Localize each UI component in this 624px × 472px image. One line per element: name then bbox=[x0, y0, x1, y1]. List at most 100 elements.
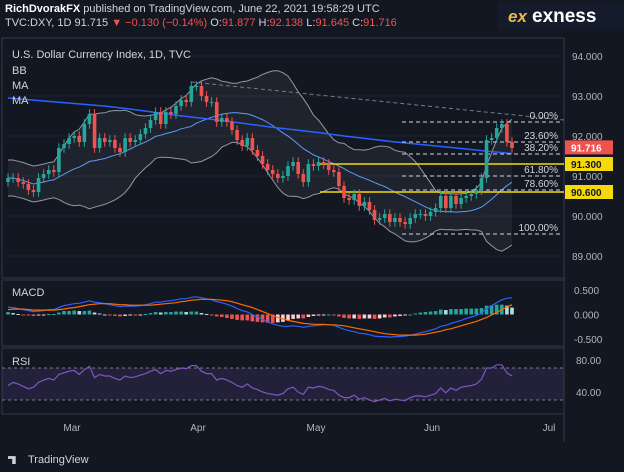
macd-histogram-bar bbox=[67, 311, 71, 315]
candle-body bbox=[209, 102, 214, 103]
macd-histogram-bar bbox=[321, 314, 326, 316]
macd-histogram-bar bbox=[204, 314, 209, 316]
candle-body bbox=[418, 214, 423, 215]
symbol-line[interactable]: TVC:DXY, 1D bbox=[5, 17, 72, 29]
macd-histogram-bar bbox=[77, 311, 82, 315]
macd-histogram-bar bbox=[286, 314, 290, 321]
macd-histogram-bar bbox=[428, 311, 433, 315]
rsi-pane[interactable] bbox=[1, 347, 565, 415]
macd-histogram-bar bbox=[87, 310, 92, 315]
macd-histogram-bar bbox=[505, 305, 509, 315]
candle-body bbox=[433, 208, 438, 212]
rsi-series bbox=[2, 364, 564, 403]
candle-body bbox=[459, 198, 463, 204]
macd-tick-label: 0.500 bbox=[574, 286, 599, 297]
price-pane[interactable] bbox=[1, 37, 565, 279]
candle-body bbox=[281, 176, 285, 178]
rsi-title[interactable]: RSI bbox=[12, 356, 30, 368]
macd-histogram-bar bbox=[97, 313, 102, 315]
macd-histogram-bar bbox=[133, 314, 138, 316]
published-text: published on TradingView.com, June 22, 2… bbox=[83, 3, 380, 15]
candle-body bbox=[184, 100, 188, 102]
price-change: −0.130 (−0.14%) bbox=[125, 17, 208, 29]
time-axis[interactable]: Mar Apr May Jun Jul bbox=[63, 423, 555, 434]
candle-body bbox=[16, 178, 20, 182]
price-badge-label: 91.716 bbox=[571, 143, 602, 154]
time-axis-label: Mar bbox=[63, 423, 81, 434]
macd-histogram-bar bbox=[230, 314, 234, 319]
fib-level-label: 23.60% bbox=[524, 131, 558, 142]
macd-histogram-bar bbox=[21, 314, 26, 316]
macd-histogram-bar bbox=[225, 314, 229, 318]
macd-histogram-bar bbox=[113, 314, 117, 316]
macd-histogram-bar bbox=[174, 311, 178, 315]
macd-series bbox=[6, 296, 514, 338]
candle-body bbox=[505, 124, 509, 142]
author-name[interactable]: RichDvorakFX bbox=[5, 3, 81, 15]
time-axis-label: Apr bbox=[190, 423, 206, 434]
candle-body bbox=[357, 194, 362, 206]
fib-level-label: 38.20% bbox=[524, 143, 558, 154]
price-badges: 91.716 91.300 90.600 bbox=[565, 140, 613, 199]
candle-body bbox=[67, 138, 71, 144]
candle-body bbox=[469, 194, 474, 196]
fib-level-label: 61.80% bbox=[524, 165, 558, 176]
macd-histogram-bar bbox=[332, 314, 336, 316]
candle-body bbox=[72, 136, 76, 138]
macd-histogram-bar bbox=[16, 314, 20, 316]
macd-histogram-bar bbox=[408, 314, 412, 316]
macd-histogram-bar bbox=[41, 314, 46, 316]
candle-body bbox=[41, 174, 46, 178]
indicator-bb[interactable]: BB bbox=[12, 65, 27, 77]
macd-histogram-bar bbox=[388, 314, 392, 318]
moving-averages bbox=[7, 97, 513, 155]
macd-histogram-bar bbox=[469, 308, 474, 315]
macd-histogram-bar bbox=[489, 305, 494, 315]
macd-histogram-bar bbox=[36, 314, 41, 316]
fib-level-label: 78.60% bbox=[524, 179, 558, 190]
macd-title[interactable]: MACD bbox=[12, 287, 44, 299]
candle-body bbox=[169, 112, 173, 114]
fib-level-label: 0.00% bbox=[530, 111, 558, 122]
candle-body bbox=[36, 178, 41, 192]
price-badge bbox=[565, 185, 613, 199]
indicator-ma-1[interactable]: MA bbox=[12, 80, 29, 92]
candle-body bbox=[46, 170, 51, 174]
macd-histogram-bar bbox=[301, 314, 306, 319]
candle-body bbox=[347, 198, 351, 200]
candle-body bbox=[6, 178, 10, 182]
macd-histogram-bar bbox=[260, 314, 265, 323]
ma-long-line bbox=[7, 97, 513, 155]
candle-body bbox=[265, 164, 270, 170]
candle-body bbox=[489, 138, 494, 140]
candle-body bbox=[194, 86, 199, 87]
candle-body bbox=[444, 196, 448, 208]
candle-body bbox=[123, 138, 127, 152]
macd-histogram-bar bbox=[82, 311, 87, 315]
down-arrow-icon: ▼ bbox=[111, 17, 123, 29]
bb-upper bbox=[8, 70, 513, 195]
time-axis-label: May bbox=[307, 423, 326, 434]
high-value: 92.138 bbox=[269, 17, 304, 29]
candle-body bbox=[311, 164, 316, 166]
price-axis[interactable]: 94.000 93.000 92.000 91.000 90.000 89.000 bbox=[572, 52, 603, 263]
candle-body bbox=[316, 162, 321, 166]
macd-histogram-bar bbox=[438, 309, 443, 315]
candle-body bbox=[189, 86, 194, 102]
indicator-ma-2[interactable]: MA bbox=[12, 95, 29, 107]
macd-histogram-bar bbox=[118, 314, 122, 317]
price-tick-label: 89.000 bbox=[572, 252, 603, 263]
macd-histogram-bar bbox=[377, 314, 382, 319]
macd-tick-label: -0.500 bbox=[574, 335, 603, 346]
macd-histogram-bar bbox=[291, 314, 295, 319]
macd-histogram-bar bbox=[484, 305, 489, 315]
candle-body bbox=[138, 134, 143, 140]
candle-body bbox=[362, 202, 367, 206]
macd-tick-label: 0.000 bbox=[574, 311, 599, 322]
rsi-line bbox=[7, 364, 513, 403]
candle-body bbox=[174, 106, 178, 114]
tradingview-logo[interactable]: TradingView bbox=[8, 454, 89, 466]
bb-lower bbox=[8, 141, 513, 252]
candle-body bbox=[423, 214, 428, 216]
